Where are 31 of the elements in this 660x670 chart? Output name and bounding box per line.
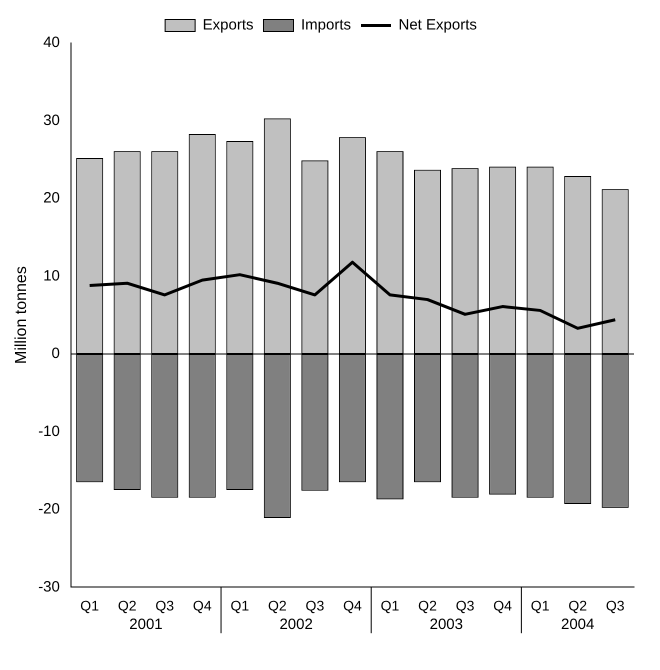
legend-label: Exports — [202, 16, 254, 34]
x-tick-label: Q3 — [606, 597, 625, 614]
y-tick-label: 20 — [43, 190, 60, 207]
x-tick-label: Q4 — [192, 597, 212, 614]
text: 2001 — [129, 616, 163, 633]
legend-label: Net Exports — [398, 16, 477, 34]
text: 2002 — [279, 616, 313, 633]
y-tick-label: 10 — [43, 267, 60, 284]
x-tick-label: Q1 — [80, 597, 100, 614]
y-axis-title: Million tonnes — [13, 266, 30, 364]
x-tick-label: Q1 — [530, 597, 550, 614]
text: 2004 — [561, 616, 594, 633]
x-tick-label: Q4 — [493, 597, 512, 614]
x-tick-label: Q3 — [155, 597, 174, 614]
y-tick-label: -10 — [38, 422, 60, 440]
text: 2003 — [430, 616, 463, 633]
x-tick-label: Q3 — [456, 597, 475, 614]
y-tick-label: 40 — [43, 34, 60, 52]
y-tick-label: 30 — [43, 112, 60, 129]
y-tick-label: -20 — [38, 500, 60, 518]
x-tick-label: Q3 — [306, 597, 324, 614]
legend-label: Imports — [300, 16, 352, 34]
x-tick-label: Q4 — [343, 597, 362, 614]
y-tick-label: 0 — [52, 345, 60, 362]
x-tick-label: Q2 — [418, 597, 438, 614]
x-tick-label: Q1 — [380, 597, 400, 614]
x-tick-label: Q1 — [230, 597, 250, 614]
x-tick-label: Q2 — [118, 597, 137, 614]
y-tick-label: -30 — [38, 578, 60, 596]
x-tick-label: Q2 — [568, 597, 588, 614]
x-tick-label: Q2 — [268, 597, 287, 614]
